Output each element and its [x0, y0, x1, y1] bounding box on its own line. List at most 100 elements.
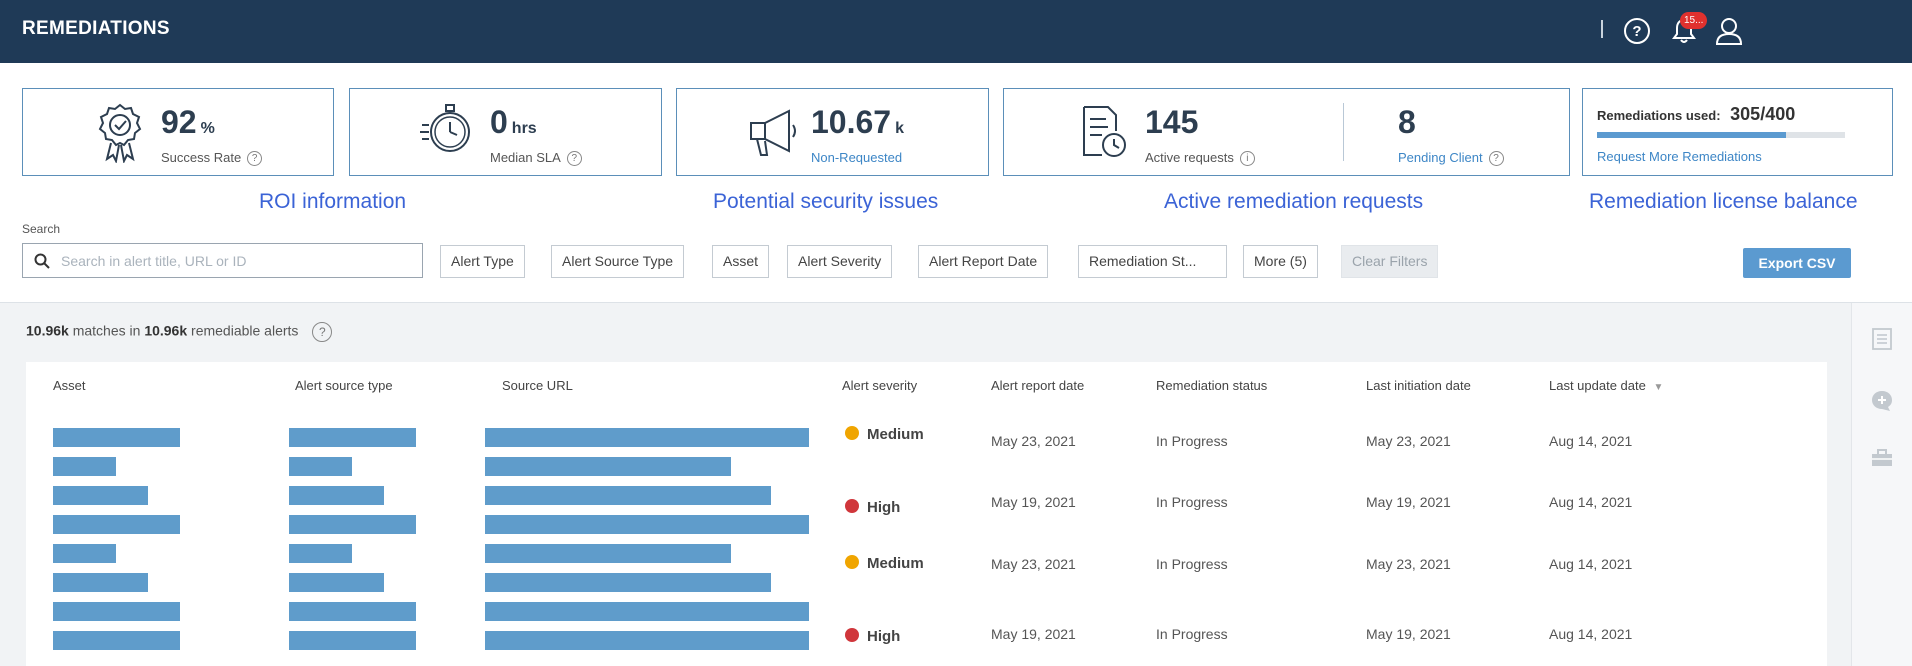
clear-filters-button[interactable]: Clear Filters	[1341, 245, 1439, 278]
search-placeholder: Search in alert title, URL or ID	[61, 253, 247, 269]
remediation-status: In Progress	[1156, 494, 1228, 510]
report-date: May 19, 2021	[991, 494, 1076, 510]
update-date: Aug 14, 2021	[1549, 556, 1633, 572]
filter-remediation-status[interactable]: Remediation St...	[1078, 245, 1227, 278]
remediation-status: In Progress	[1156, 556, 1228, 572]
caption-license: Remediation license balance	[1589, 190, 1858, 213]
redacted-source-type	[289, 457, 352, 476]
col-alert-report-date[interactable]: Alert report date	[991, 378, 1085, 393]
median-sla-card	[349, 88, 662, 176]
initiation-date: May 19, 2021	[1366, 626, 1451, 642]
initiation-date: May 23, 2021	[1366, 433, 1451, 449]
request-more-link[interactable]: Request More Remediations	[1597, 149, 1762, 164]
col-asset[interactable]: Asset	[53, 378, 86, 393]
severity-dot	[845, 628, 859, 642]
initiation-date: May 19, 2021	[1366, 494, 1451, 510]
toolbox-icon[interactable]	[1870, 446, 1894, 470]
license-label: Remediations used: 305/400	[1597, 104, 1796, 124]
redacted-source-url	[485, 428, 809, 447]
info-icon[interactable]: ?	[566, 151, 582, 167]
active-requests-card	[1003, 88, 1570, 176]
update-date: Aug 14, 2021	[1549, 626, 1633, 642]
help-icon[interactable]: ?	[1620, 14, 1654, 48]
severity-dot	[845, 555, 859, 569]
severity-badge: Medium	[845, 555, 924, 572]
redacted-asset	[53, 631, 180, 650]
redacted-source-type	[289, 631, 416, 650]
filter-alert-source-type[interactable]: Alert Source Type	[551, 245, 685, 278]
filter-alert-report-date[interactable]: Alert Report Date	[918, 245, 1049, 278]
redacted-source-url	[485, 573, 771, 592]
redacted-source-url	[485, 602, 809, 621]
non-requested-value: 10.67 k	[811, 104, 904, 140]
info-icon[interactable]: ?	[247, 151, 263, 167]
redacted-asset	[53, 457, 116, 476]
caption-roi: ROI information	[259, 190, 407, 213]
matches-summary: 10.96k matches in 10.96k remediable aler…	[26, 322, 333, 342]
redacted-source-type	[289, 544, 352, 563]
remediation-status: In Progress	[1156, 433, 1228, 449]
redacted-asset	[53, 544, 116, 563]
notification-badge[interactable]: 15...	[1680, 12, 1708, 29]
success-rate-label: Success Rate?	[161, 150, 263, 167]
top-bar: REMEDIATIONS ? 15...	[0, 0, 1912, 63]
user-icon[interactable]	[1712, 14, 1746, 48]
filter-more[interactable]: More (5)	[1243, 245, 1318, 278]
update-date: Aug 14, 2021	[1549, 494, 1633, 510]
filter-asset[interactable]: Asset	[712, 245, 770, 278]
report-date: May 23, 2021	[991, 556, 1076, 572]
redacted-source-url	[485, 544, 731, 563]
card-separator	[1343, 103, 1344, 161]
non-requested-link[interactable]: Non-Requested	[811, 150, 903, 165]
non-requested-card	[676, 88, 989, 176]
page-title: REMEDIATIONS	[22, 18, 170, 39]
redacted-asset	[53, 428, 180, 447]
active-requests-label: Active requests i	[1145, 150, 1255, 167]
award-ribbon-icon	[97, 103, 143, 168]
col-last-update-date[interactable]: Last update date ▼	[1549, 378, 1664, 393]
col-alert-severity[interactable]: Alert severity	[842, 378, 918, 393]
info-icon[interactable]: ?	[312, 322, 333, 342]
list-document-icon[interactable]	[1870, 327, 1894, 351]
redacted-source-type	[289, 573, 384, 592]
search-input[interactable]: Search in alert title, URL or ID	[22, 243, 423, 278]
col-remediation-status[interactable]: Remediation status	[1156, 378, 1268, 393]
report-date: May 19, 2021	[991, 626, 1076, 642]
search-icon	[34, 253, 50, 269]
pending-client-label[interactable]: Pending Client?	[1398, 150, 1504, 167]
sort-desc-icon[interactable]: ▼	[1653, 382, 1664, 393]
median-sla-label: Median SLA?	[490, 150, 582, 167]
redacted-source-url	[485, 631, 809, 650]
active-requests-value: 145	[1145, 104, 1199, 140]
license-value: 305/400	[1730, 104, 1796, 124]
col-last-initiation-date[interactable]: Last initiation date	[1366, 378, 1471, 393]
info-icon[interactable]: i	[1239, 151, 1255, 167]
redacted-source-url	[485, 457, 731, 476]
header-divider	[1601, 20, 1603, 38]
filter-alert-severity[interactable]: Alert Severity	[787, 245, 893, 278]
severity-dot	[845, 499, 859, 513]
license-progress-track	[1597, 132, 1845, 138]
redacted-source-type	[289, 428, 416, 447]
col-alert-source-type[interactable]: Alert source type	[295, 378, 393, 393]
megaphone-icon	[743, 105, 801, 164]
success-rate-card	[22, 88, 334, 176]
export-csv-button[interactable]: Export CSV	[1743, 248, 1851, 278]
caption-potential: Potential security issues	[713, 190, 939, 213]
severity-badge: High	[845, 499, 900, 516]
right-rail	[1851, 303, 1912, 666]
info-icon[interactable]: ?	[1488, 151, 1504, 167]
median-sla-value: 0 hrs	[490, 104, 537, 140]
redacted-source-url	[485, 486, 771, 505]
filter-alert-type[interactable]: Alert Type	[440, 245, 525, 278]
search-label: Search	[22, 222, 61, 236]
severity-dot	[845, 426, 859, 440]
redacted-source-type	[289, 602, 416, 621]
remediation-status: In Progress	[1156, 626, 1228, 642]
add-comment-icon[interactable]	[1870, 389, 1894, 413]
col-source-url[interactable]: Source URL	[502, 378, 573, 393]
update-date: Aug 14, 2021	[1549, 433, 1633, 449]
caption-active: Active remediation requests	[1164, 190, 1424, 213]
severity-badge: High	[845, 628, 900, 645]
redacted-source-type	[289, 486, 384, 505]
